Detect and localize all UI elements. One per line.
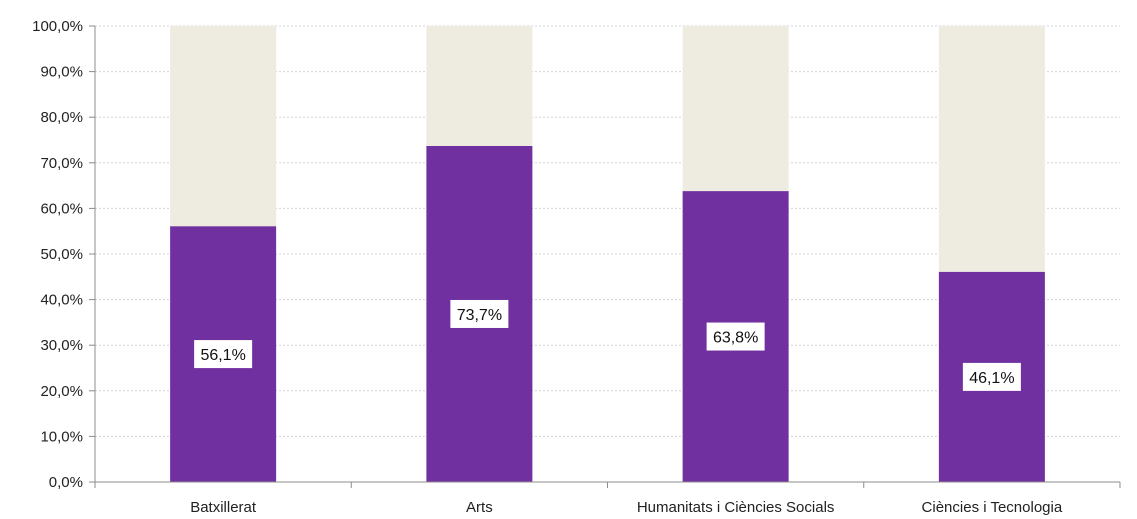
- y-tick-label: 60,0%: [40, 200, 83, 217]
- data-label-box: [962, 362, 1021, 391]
- data-label: 46,1%: [962, 362, 1021, 391]
- bar-segment-remainder: [170, 26, 277, 227]
- y-tick-label: 40,0%: [40, 292, 83, 309]
- data-label: 56,1%: [194, 340, 253, 369]
- data-label-box: [450, 299, 509, 328]
- grid-lines: [95, 25, 1120, 437]
- data-labels: 56,1% 73,7% 63,8% 46,1%: [194, 299, 1021, 391]
- data-label-text: 46,1%: [969, 370, 1014, 387]
- y-tick-label: 70,0%: [40, 155, 83, 172]
- y-tick-label: 20,0%: [40, 383, 83, 400]
- data-label: 73,7%: [450, 299, 509, 328]
- axes: [89, 25, 1121, 488]
- bar-segment-remainder: [938, 26, 1045, 272]
- data-label: 63,8%: [706, 322, 765, 351]
- x-category-label: Humanitats i Ciències Socials: [637, 499, 835, 516]
- y-axis-tick-labels: 0,0% 10,0% 20,0% 30,0% 40,0% 50,0% 60,0% 70,0% 8…: [32, 18, 83, 491]
- data-label-box: [706, 322, 765, 351]
- data-label-text: 56,1%: [200, 347, 245, 364]
- y-tick-label: 30,0%: [40, 337, 83, 354]
- y-tick-label: 50,0%: [40, 246, 83, 263]
- x-category-label: Batxillerat: [190, 499, 257, 516]
- y-tick-label: 90,0%: [40, 64, 83, 81]
- data-label-box: [194, 340, 253, 369]
- x-category-label: Ciències i Tecnologia: [922, 499, 1063, 516]
- bar-segment-remainder: [682, 26, 789, 192]
- data-label-text: 63,8%: [713, 330, 758, 347]
- data-label-text: 73,7%: [457, 307, 502, 324]
- x-axis-category-labels: Batxillerat Arts Humanitats i Ciències Soc…: [190, 499, 1063, 516]
- bar-segment-remainder: [426, 26, 533, 146]
- y-tick-label: 0,0%: [49, 474, 83, 491]
- x-category-label: Arts: [466, 499, 493, 516]
- y-tick-label: 100,0%: [32, 18, 83, 35]
- y-tick-label: 10,0%: [40, 428, 83, 445]
- y-tick-label: 80,0%: [40, 109, 83, 126]
